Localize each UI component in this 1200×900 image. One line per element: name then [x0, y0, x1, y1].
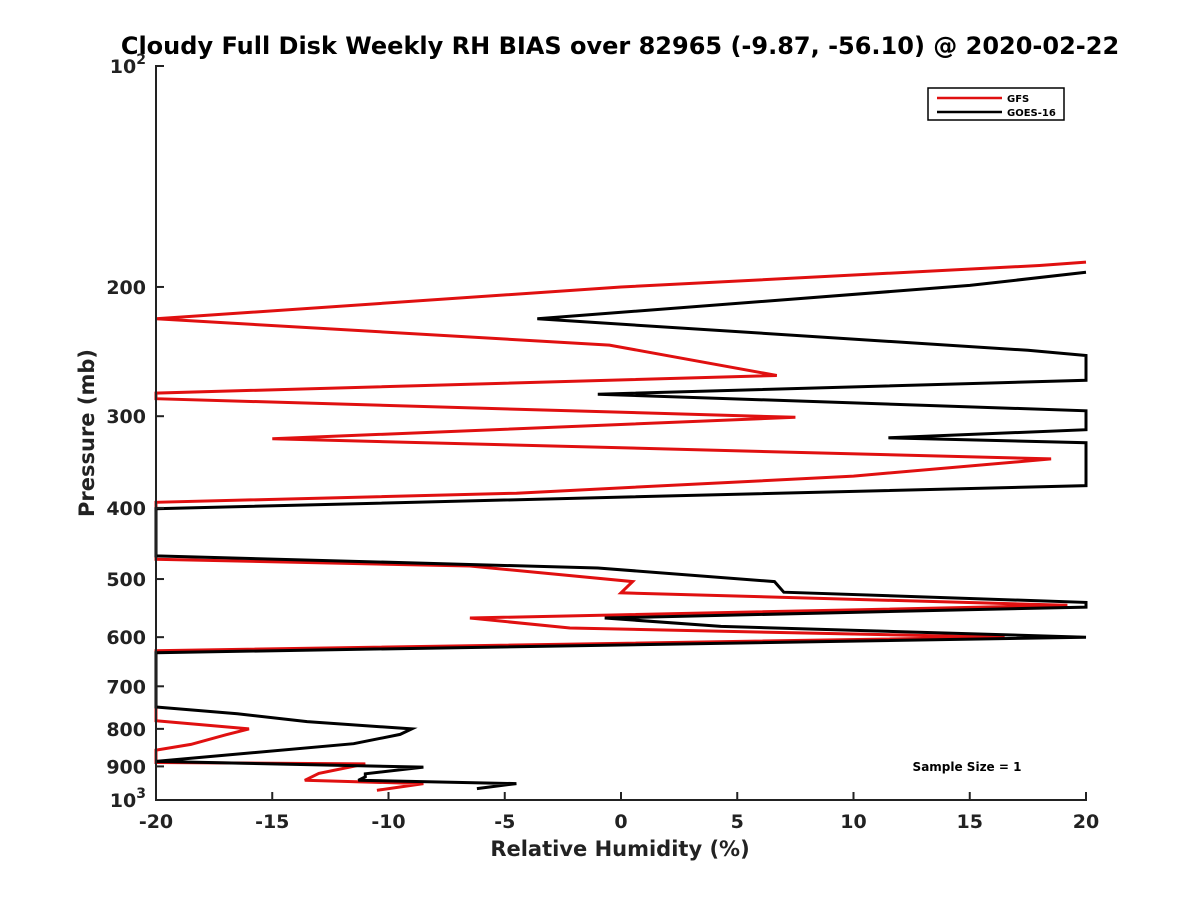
x-tick-label: 10: [840, 811, 866, 833]
x-tick-label: 0: [614, 811, 627, 833]
legend-label-goes-16: GOES-16: [1007, 108, 1056, 119]
y-tick-label: 500: [106, 569, 146, 591]
y-tick-label: 600: [106, 627, 146, 649]
legend: GFS GOES-16: [927, 87, 1065, 121]
x-tick-label: -5: [494, 811, 515, 833]
y-axis-label: Pressure (mb): [75, 349, 99, 517]
y-tick-label: 102: [110, 52, 146, 78]
sample-size-annotation: Sample Size = 1: [913, 760, 1022, 774]
y-tick-label: 800: [106, 719, 146, 741]
x-tick-label: 5: [731, 811, 744, 833]
legend-box: [927, 87, 1065, 121]
y-axis-ticks: 102 200 300 400 500 600 700 800 900 103: [106, 52, 164, 812]
series-line-goes-16: [154, 270, 1088, 791]
x-tick-label: 20: [1073, 811, 1099, 833]
x-tick-label: -10: [371, 811, 405, 833]
y-tick-label: 200: [106, 277, 146, 299]
y-tick-label: 400: [106, 498, 146, 520]
y-tick-label: 700: [106, 676, 146, 698]
y-tick-label: 103: [110, 786, 146, 812]
y-tick-label: 900: [106, 756, 146, 778]
y-tick-label: 300: [106, 406, 146, 428]
x-axis-ticks: -20 -15 -10 -5 0 5 10 15 20: [139, 792, 1099, 833]
chart-title: Cloudy Full Disk Weekly RH BIAS over 829…: [121, 32, 1119, 60]
x-tick-label: -15: [255, 811, 289, 833]
legend-label-gfs: GFS: [1007, 94, 1029, 105]
x-tick-label: 15: [957, 811, 983, 833]
x-axis-label: Relative Humidity (%): [490, 837, 749, 861]
x-tick-label: -20: [139, 811, 173, 833]
